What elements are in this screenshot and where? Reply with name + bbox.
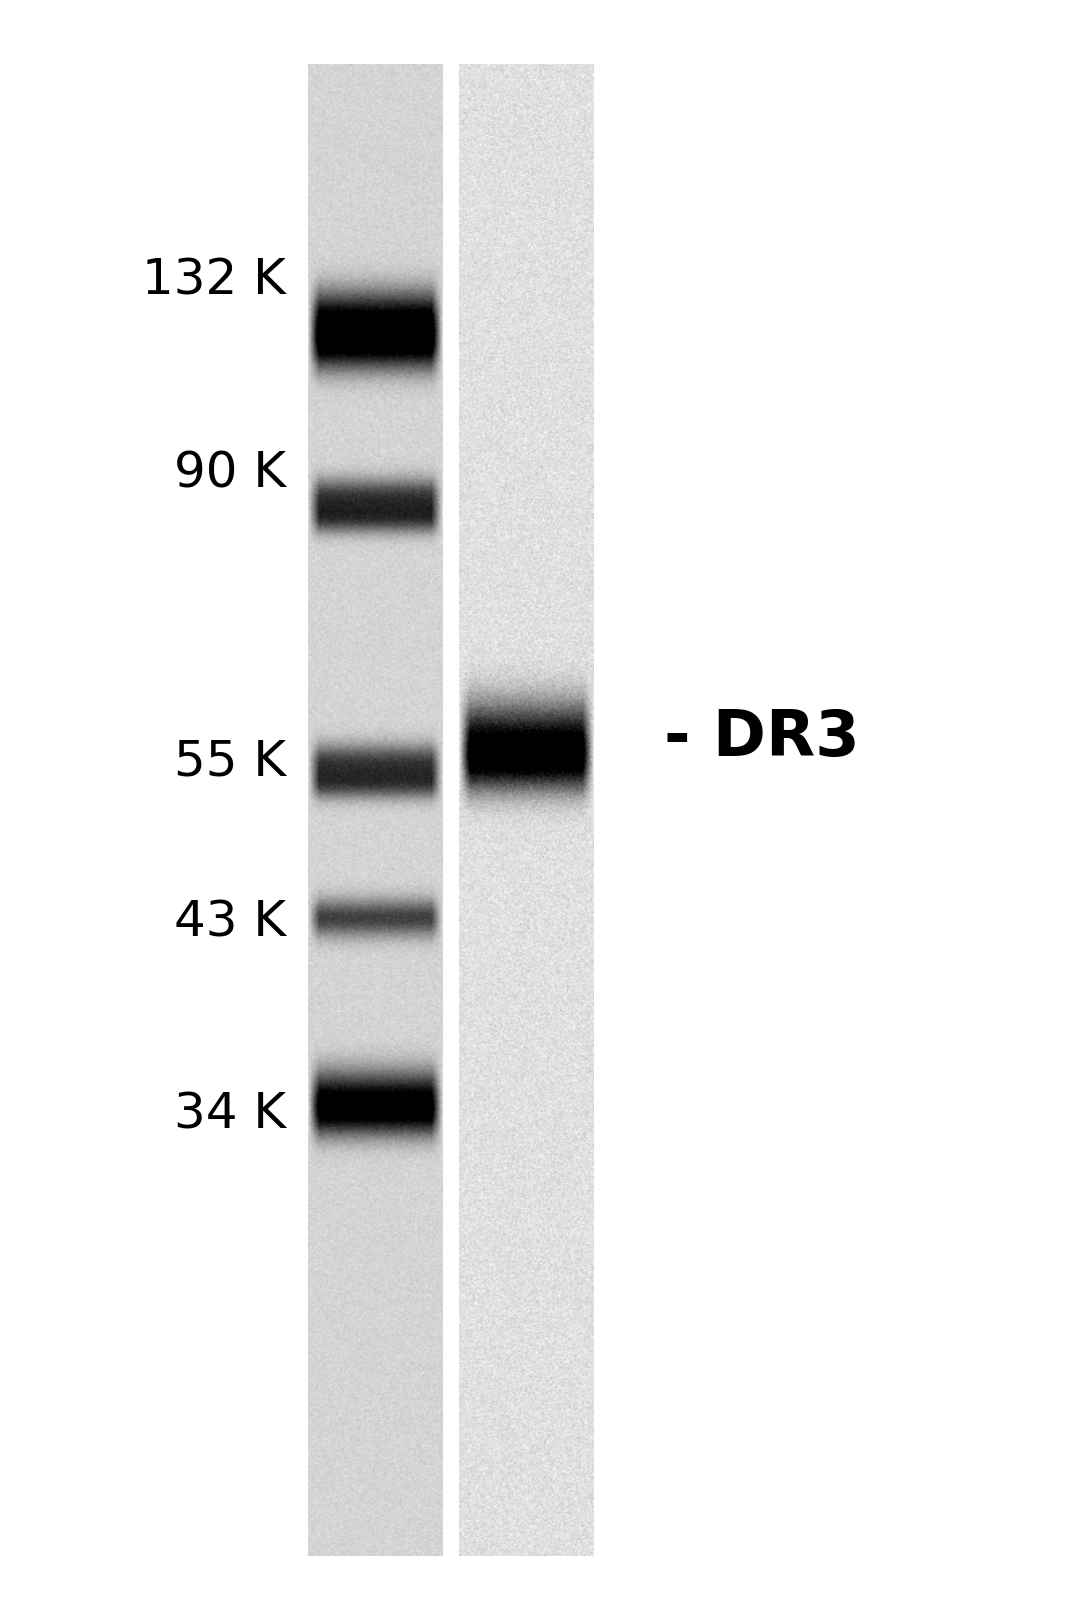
Text: 90 K: 90 K — [174, 449, 286, 497]
Text: - DR3: - DR3 — [664, 707, 860, 768]
Bar — [443, 64, 459, 1556]
Text: 132 K: 132 K — [143, 257, 286, 305]
Text: 34 K: 34 K — [174, 1091, 286, 1139]
Text: 43 K: 43 K — [174, 898, 286, 946]
Text: 55 K: 55 K — [174, 738, 286, 786]
